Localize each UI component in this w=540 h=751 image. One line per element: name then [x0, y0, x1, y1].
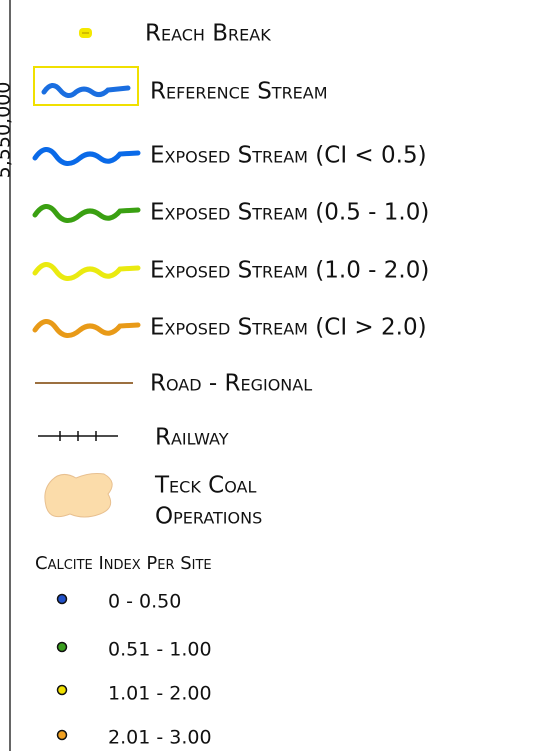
- points-title: Calcite Index Per Site: [35, 553, 212, 574]
- reference-box: [33, 66, 139, 106]
- legend-label: Operations: [155, 504, 262, 530]
- legend-label: Exposed Stream (1.0 - 2.0): [150, 258, 429, 284]
- points-label: 1.01 - 2.00: [108, 683, 212, 705]
- legend-label: Reach Break: [145, 21, 271, 47]
- points-label: 2.01 - 3.00: [108, 727, 212, 749]
- site-dot: [56, 641, 68, 653]
- reach-break-symbol: [79, 28, 92, 38]
- stream-symbol: [32, 204, 141, 223]
- stream-symbol: [32, 262, 141, 281]
- coordinate-label: 5,550,000: [0, 82, 15, 179]
- site-dot: [56, 729, 68, 741]
- legend-label: Exposed Stream (0.5 - 1.0): [150, 200, 429, 226]
- legend-label: Exposed Stream (CI > 2.0): [150, 315, 427, 341]
- legend-label: Exposed Stream (CI < 0.5): [150, 143, 427, 169]
- legend-label: Railway: [155, 425, 229, 451]
- points-label: 0 - 0.50: [108, 591, 181, 613]
- legend-label: Reference Stream: [150, 79, 328, 105]
- site-dot: [56, 593, 68, 605]
- operations-symbol: [44, 473, 113, 518]
- site-dot: [56, 684, 68, 696]
- reference-stream-symbol: [41, 83, 131, 98]
- legend-label: Teck Coal: [154, 473, 256, 499]
- points-label: 0.51 - 1.00: [108, 639, 212, 661]
- legend-label: Road - Regional: [150, 371, 312, 397]
- stream-symbol: [32, 147, 141, 166]
- stream-symbol: [32, 319, 141, 338]
- railway-symbol: [38, 431, 118, 441]
